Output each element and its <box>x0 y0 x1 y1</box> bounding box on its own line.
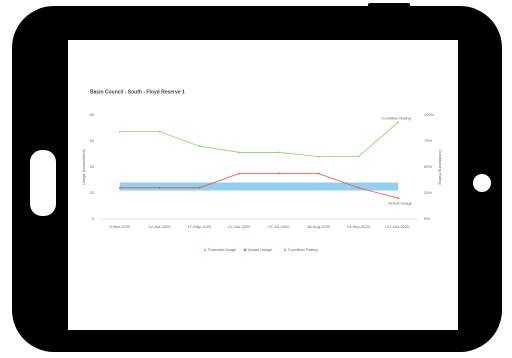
y-axis-label: Usage (hours/week) <box>81 148 86 184</box>
y2-axis-label: Conditioning Rating <box>438 150 443 185</box>
x-tick-label: 21-Oct-2020 <box>387 224 410 229</box>
legend-swatch <box>243 248 247 252</box>
chart-title: Basin Council - South - Floyd Reserve 1 <box>90 89 185 95</box>
x-tick-label: 5-Mar-2020 <box>110 224 131 229</box>
point <box>357 186 360 189</box>
y-tick-label: 80 <box>90 112 95 117</box>
y2-tick-label: 50% <box>424 164 432 169</box>
point <box>118 130 121 133</box>
x-tick-label: 27-Jul-2020 <box>268 224 290 229</box>
y-tick-label: 40 <box>90 164 95 169</box>
point <box>198 186 201 189</box>
y-tick-label: 20 <box>90 190 95 195</box>
point <box>238 172 241 175</box>
x-tick-label: 18-Aug-2020 <box>307 224 331 229</box>
annotation: Actual Usage <box>388 200 413 205</box>
y2-tick-label: 75% <box>424 138 432 143</box>
point <box>317 155 320 158</box>
point <box>238 151 241 154</box>
x-tick-label: 19-Sep-2020 <box>347 224 371 229</box>
point <box>317 172 320 175</box>
x-tick-label: 12-Apr-2020 <box>149 224 172 229</box>
series-line <box>119 173 399 199</box>
point <box>357 155 360 158</box>
legend-label: Actual Usage <box>248 247 273 252</box>
y2-tick-label: 0% <box>424 216 430 221</box>
y-tick-label: 0 <box>92 216 95 221</box>
point <box>397 121 400 124</box>
y2-tick-label: 25% <box>424 190 432 195</box>
series-line <box>119 121 399 158</box>
y-tick-label: 60 <box>90 138 95 143</box>
legend-swatch <box>283 248 287 252</box>
point <box>158 186 161 189</box>
point <box>158 130 161 133</box>
x-tick-label: 21-Jun-2020 <box>228 224 251 229</box>
point <box>118 186 121 189</box>
point <box>198 145 201 148</box>
point <box>277 172 280 175</box>
point <box>277 151 280 154</box>
tablet-home-button <box>473 174 491 192</box>
point <box>397 197 400 200</box>
legend-swatch <box>203 248 207 252</box>
annotation: Condition Rating <box>381 115 411 120</box>
y2-tick-label: 100% <box>424 112 435 117</box>
legend-label: Potential Usage <box>208 247 237 252</box>
tablet-side-button <box>30 150 56 216</box>
legend-label: Condition Rating <box>288 247 318 252</box>
x-tick-label: 17-May-2020 <box>188 224 212 229</box>
